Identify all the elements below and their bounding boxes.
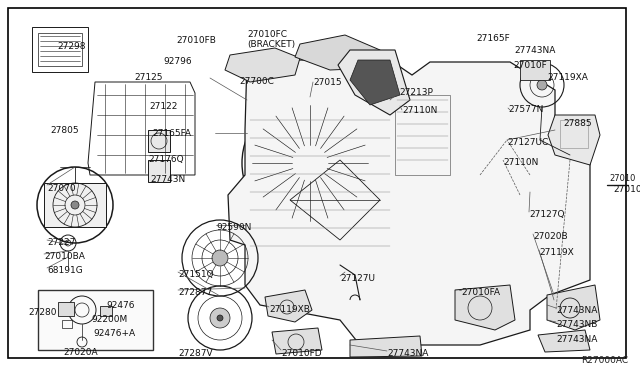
Text: 92200M: 92200M [91, 315, 127, 324]
Ellipse shape [537, 80, 547, 90]
Text: 27213P: 27213P [399, 88, 433, 97]
Text: 27127UC: 27127UC [507, 138, 548, 147]
Text: 27743NA: 27743NA [387, 349, 428, 358]
Ellipse shape [71, 201, 79, 209]
Text: 27743NA: 27743NA [556, 335, 597, 344]
Bar [38, 290, 153, 350]
Text: 27743NA: 27743NA [556, 306, 597, 315]
Polygon shape [548, 115, 600, 165]
Text: 27885: 27885 [563, 119, 591, 128]
Text: 27015: 27015 [313, 78, 342, 87]
Bar [148, 130, 170, 152]
Text: 27743NA: 27743NA [514, 46, 556, 55]
Polygon shape [547, 285, 600, 330]
Text: 27119X: 27119X [539, 248, 573, 257]
Polygon shape [455, 285, 515, 330]
Text: 27010: 27010 [609, 174, 636, 183]
Text: 27010FA: 27010FA [461, 288, 500, 297]
Bar [58, 302, 74, 316]
Ellipse shape [217, 315, 223, 321]
Text: 27743NB: 27743NB [556, 320, 597, 329]
Text: 272877: 272877 [178, 288, 212, 297]
Text: 27010: 27010 [613, 185, 640, 194]
Text: 27110N: 27110N [402, 106, 437, 115]
Polygon shape [228, 60, 590, 345]
Bar [100, 306, 112, 316]
Text: 27010FB: 27010FB [176, 36, 216, 45]
Polygon shape [338, 50, 410, 115]
Text: 92476: 92476 [106, 301, 134, 310]
Text: 27020B: 27020B [533, 232, 568, 241]
Text: R27000AC: R27000AC [581, 356, 628, 365]
Text: 27119XB: 27119XB [269, 305, 310, 314]
Bar [148, 160, 170, 182]
Text: 27805: 27805 [50, 126, 79, 135]
Text: 27010BA: 27010BA [44, 252, 85, 261]
Polygon shape [538, 330, 590, 352]
Polygon shape [295, 35, 380, 70]
Text: 27151Q: 27151Q [178, 270, 214, 279]
Text: 27165F: 27165F [476, 34, 509, 43]
Polygon shape [265, 290, 312, 322]
Ellipse shape [212, 250, 228, 266]
Text: 92590N: 92590N [216, 223, 252, 232]
Text: 27127U: 27127U [340, 274, 375, 283]
Polygon shape [350, 336, 422, 357]
Text: 27280: 27280 [28, 308, 56, 317]
Polygon shape [350, 60, 400, 105]
Text: 27165FA: 27165FA [152, 129, 191, 138]
Ellipse shape [210, 308, 230, 328]
Text: 27227: 27227 [47, 238, 76, 247]
Bar [38, 33, 82, 66]
Ellipse shape [304, 157, 316, 169]
Text: 27010FC: 27010FC [247, 30, 287, 39]
Text: 27700C: 27700C [239, 77, 274, 86]
Bar [560, 120, 588, 148]
Text: (BRACKET): (BRACKET) [247, 40, 295, 49]
Text: 27287V: 27287V [178, 349, 212, 358]
Bar [395, 95, 450, 175]
Bar [44, 183, 106, 227]
Polygon shape [225, 48, 300, 82]
Text: 27110N: 27110N [503, 158, 538, 167]
Text: 27577N: 27577N [508, 105, 543, 114]
Text: 27119XA: 27119XA [547, 73, 588, 82]
Text: 92476+A: 92476+A [93, 329, 135, 338]
Text: 27122: 27122 [149, 102, 177, 111]
Text: 27127Q: 27127Q [529, 210, 564, 219]
Text: 27743N: 27743N [150, 175, 185, 184]
Text: 27070: 27070 [47, 184, 76, 193]
Text: 27010FD: 27010FD [281, 349, 322, 358]
Bar [62, 320, 72, 328]
Text: 27125: 27125 [134, 73, 163, 82]
Text: 27298: 27298 [57, 42, 86, 51]
Bar [520, 60, 550, 80]
Text: 92796: 92796 [163, 57, 191, 66]
Text: 68191G: 68191G [47, 266, 83, 275]
Text: 27020A: 27020A [63, 348, 98, 357]
Text: 27010F: 27010F [513, 61, 547, 70]
Text: 27176Q: 27176Q [148, 155, 184, 164]
Polygon shape [272, 328, 322, 354]
